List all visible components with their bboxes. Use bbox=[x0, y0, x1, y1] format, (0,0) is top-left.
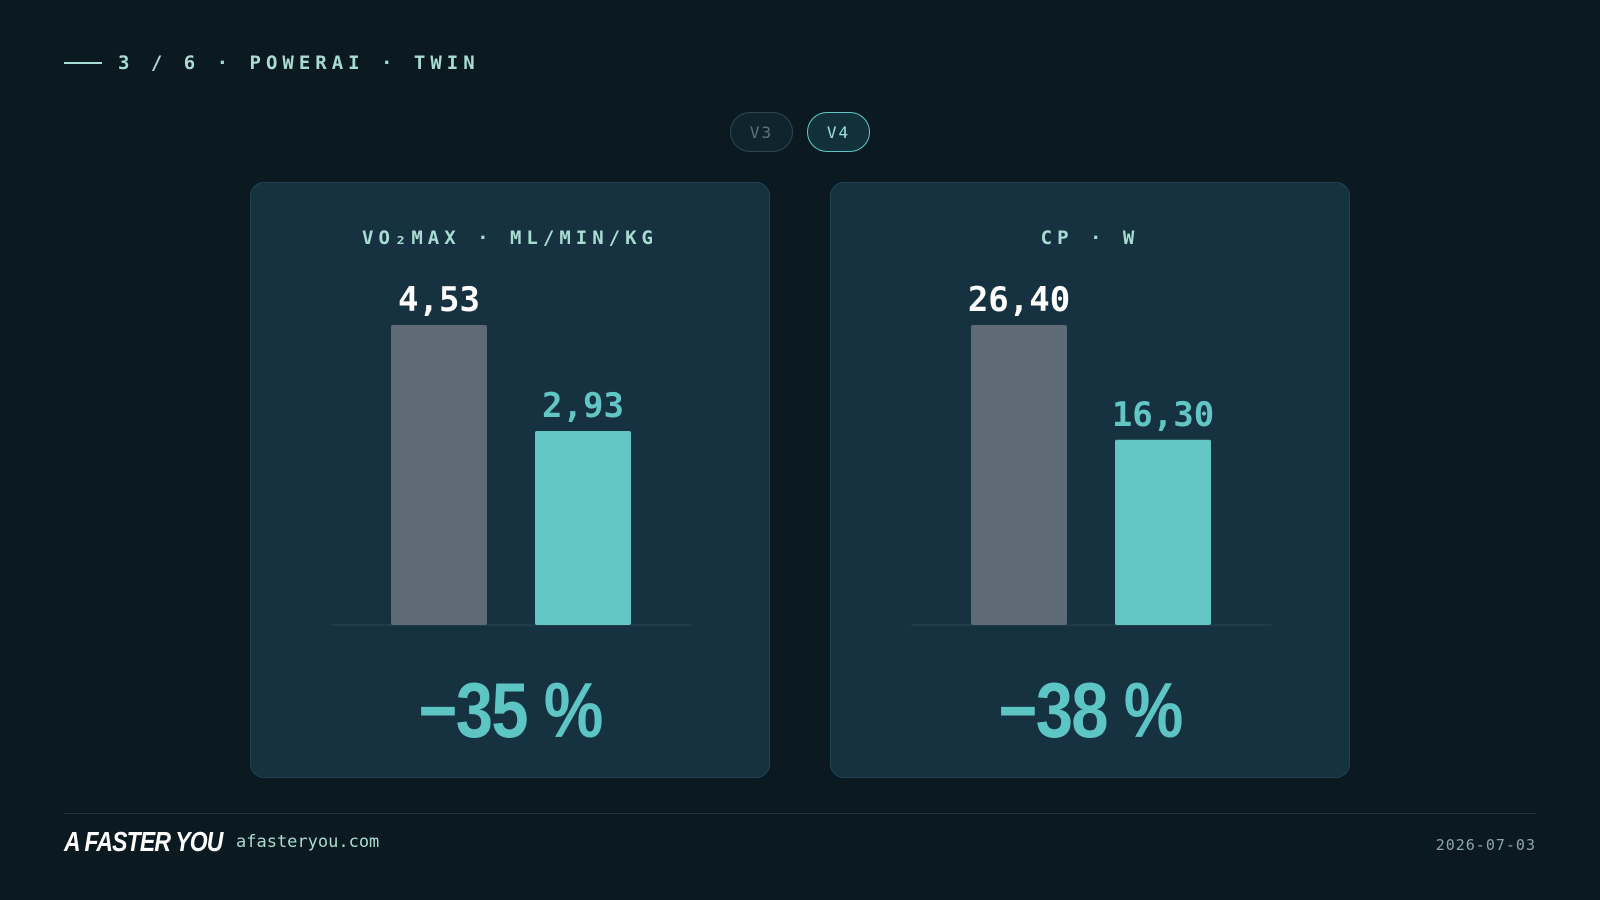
brand-logo: A FASTER YOU bbox=[64, 826, 223, 857]
vo2max-card: VO₂MAX · ML/MIN/KG 4,53 2,93 −35 % bbox=[250, 182, 770, 778]
vo2max-delta: −35 % bbox=[418, 666, 603, 754]
cp-value-label-v4: 16,30 bbox=[1112, 395, 1214, 435]
cp-value-label-v3: 26,40 bbox=[968, 280, 1070, 320]
vo2max-bar-v3 bbox=[391, 325, 487, 625]
vo2max-card-title: VO₂MAX · ML/MIN/KG bbox=[362, 227, 658, 249]
vo2max-value-label-v4: 2,93 bbox=[542, 386, 624, 426]
cp-bar-v4 bbox=[1115, 439, 1211, 625]
slide-counter-title: 3 / 6 · POWERAI · TWIN bbox=[118, 52, 480, 74]
vo2max-value-label-v3: 4,53 bbox=[398, 280, 480, 320]
cp-bar-chart: 26,40 16,30 bbox=[911, 280, 1271, 626]
footer-brand: A FASTER YOU afasteryou.com bbox=[64, 826, 379, 858]
cp-bar-v3 bbox=[971, 325, 1067, 625]
cp-card: CP · W 26,40 16,30 −38 % bbox=[830, 182, 1350, 778]
vo2max-bar-chart: 4,53 2,93 bbox=[331, 280, 691, 626]
slide-header: 3 / 6 · POWERAI · TWIN bbox=[64, 52, 480, 74]
cp-delta: −38 % bbox=[998, 666, 1183, 754]
toggle-v3-button[interactable]: V3 bbox=[730, 112, 793, 152]
footer-divider bbox=[64, 813, 1536, 814]
version-toggle[interactable]: V3 V4 bbox=[730, 112, 870, 152]
footer-date: 2026-07-03 bbox=[1435, 836, 1536, 854]
vo2max-bar-v4 bbox=[535, 430, 631, 625]
toggle-v4-button[interactable]: V4 bbox=[807, 112, 870, 152]
cp-card-title: CP · W bbox=[1040, 227, 1140, 249]
site-link[interactable]: afasteryou.com bbox=[236, 832, 380, 852]
header-rule bbox=[64, 62, 102, 64]
